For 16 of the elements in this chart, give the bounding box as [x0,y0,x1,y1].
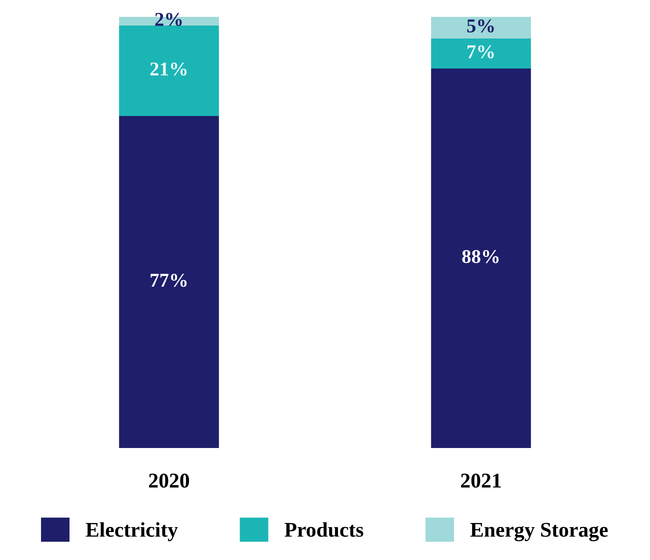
data-label: 7% [468,45,494,58]
bar [431,68,531,448]
data-label: 5% [467,19,494,33]
bar [119,116,219,448]
legend-label: Electricity [86,522,178,542]
x-tick-label: 2020 [149,474,190,488]
bar [119,25,219,116]
data-label: 21% [150,62,187,76]
bar [431,38,531,69]
data-label: 2% [155,12,182,26]
legend-label: Products [284,522,364,537]
x-tick-label: 2021 [461,474,501,488]
data-label: 88% [462,250,499,264]
data-label: 77% [150,274,187,287]
legend-label: Energy Storage [470,522,608,542]
bar [431,16,531,38]
